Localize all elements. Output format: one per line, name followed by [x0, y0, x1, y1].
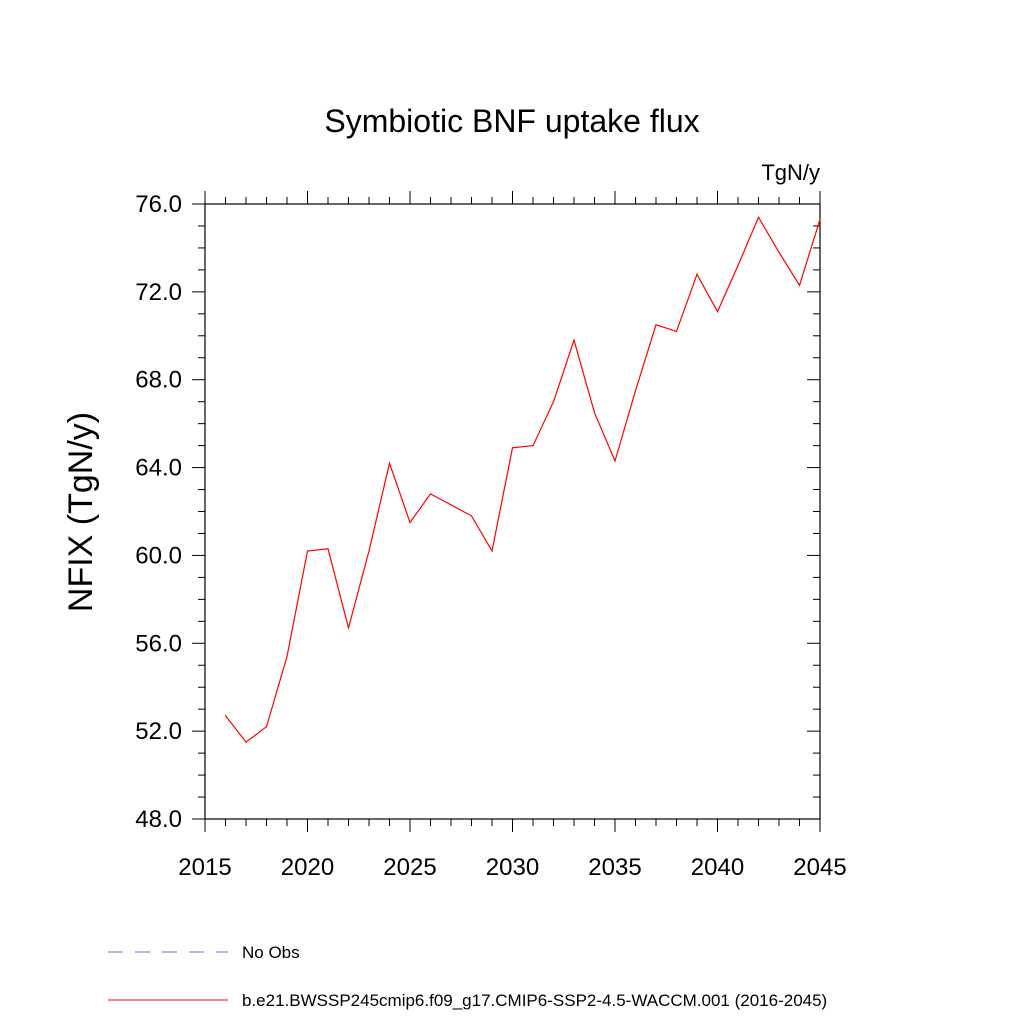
data-point	[614, 460, 616, 462]
data-point	[388, 462, 391, 464]
series-line	[225, 215, 821, 743]
data-point	[573, 339, 575, 341]
data-point	[655, 324, 657, 326]
series-group	[224, 215, 821, 743]
data-point	[245, 741, 247, 743]
y-tick-label: 76.0	[135, 191, 182, 218]
axis-ticks	[192, 191, 821, 832]
data-point	[798, 284, 801, 286]
data-point	[737, 264, 739, 267]
data-point	[696, 273, 698, 275]
data-point	[347, 627, 350, 629]
legend-label-no-obs: No Obs	[242, 943, 300, 962]
data-point	[327, 548, 329, 550]
y-tick-label: 52.0	[135, 718, 182, 745]
y-tick-label: 60.0	[135, 542, 182, 569]
y-tick-label: 48.0	[135, 806, 182, 833]
data-point	[778, 251, 780, 253]
data-point	[491, 550, 493, 552]
data-point	[286, 655, 288, 658]
data-point	[634, 390, 637, 392]
x-tick-label: 2020	[281, 854, 334, 881]
data-point	[450, 504, 452, 506]
units-label: TgN/y	[761, 160, 820, 185]
x-tick-label: 2045	[793, 854, 846, 881]
data-point	[716, 311, 719, 313]
data-point	[409, 521, 411, 524]
data-point	[757, 216, 760, 218]
data-point	[368, 550, 370, 552]
y-tick-label: 56.0	[135, 630, 182, 657]
data-point	[593, 412, 596, 414]
y-tick-label: 68.0	[135, 367, 182, 394]
x-tick-label: 2040	[691, 854, 744, 881]
data-point	[552, 401, 555, 403]
data-point	[265, 726, 268, 728]
tick-labels: 48.0 52.0 56.0 60.0 64.0 68.0 72.0 76.0 2015 2020…	[135, 191, 846, 881]
x-tick-label: 2015	[178, 854, 231, 881]
y-axis-label: NFIX (TgN/y)	[62, 412, 100, 612]
x-tick-label: 2035	[588, 854, 641, 881]
x-tick-label: 2030	[486, 854, 539, 881]
data-point	[224, 715, 227, 717]
data-point	[429, 493, 432, 495]
data-point	[306, 550, 309, 552]
legend-label-model: b.e21.BWSSP245cmip6.f09_g17.CMIP6-SSP2-4…	[242, 991, 827, 1010]
chart-title: Symbiotic BNF uptake flux	[324, 103, 699, 139]
data-point	[511, 447, 514, 449]
y-tick-label: 64.0	[135, 455, 182, 482]
data-point	[470, 515, 473, 517]
legend: No Obs b.e21.BWSSP245cmip6.f09_g17.CMIP6…	[108, 943, 827, 1010]
data-point	[675, 330, 678, 332]
data-point	[819, 218, 821, 220]
x-tick-label: 2025	[383, 854, 436, 881]
plot-frame	[204, 203, 821, 820]
y-tick-label: 72.0	[135, 279, 182, 306]
data-point	[532, 445, 534, 447]
